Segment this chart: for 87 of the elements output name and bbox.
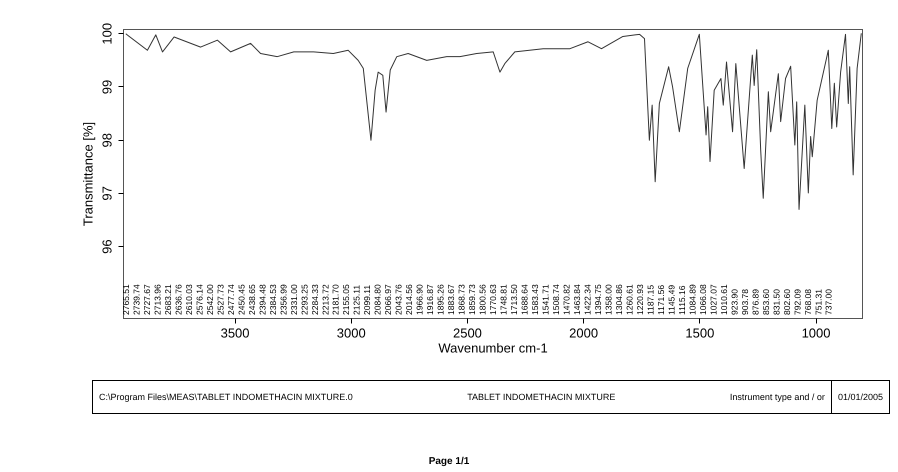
annotation: 2450.45 bbox=[236, 284, 246, 315]
annotation: 1463.84 bbox=[572, 284, 582, 315]
annotation: 802.60 bbox=[782, 288, 792, 315]
annotation: 2683.21 bbox=[162, 284, 173, 315]
annotation: 1868.73 bbox=[456, 284, 467, 315]
annotation: 2043.76 bbox=[394, 284, 404, 315]
annotation: 2066.97 bbox=[383, 284, 394, 315]
annotation: 1713.50 bbox=[509, 284, 520, 315]
x-tick-label: 2000 bbox=[569, 326, 598, 340]
y-tick-label: 97 bbox=[100, 186, 114, 201]
annotation: 2384.53 bbox=[268, 284, 278, 315]
y-tick-label: 100 bbox=[100, 22, 114, 45]
text: 01/01/2005 bbox=[836, 391, 884, 404]
annotation: 1220.93 bbox=[634, 284, 645, 315]
x-tick-label: 3500 bbox=[220, 326, 250, 340]
annotation: 2610.03 bbox=[184, 284, 194, 315]
text: Page 1/1 bbox=[428, 456, 470, 467]
annotation: 2125.11 bbox=[352, 284, 362, 315]
annotation: 1859.73 bbox=[467, 284, 478, 315]
text: TABLET INDOMETHACIN MIXTURE bbox=[467, 392, 616, 402]
annotation: 2084.80 bbox=[372, 284, 383, 315]
annotation: 2284.33 bbox=[310, 284, 320, 315]
annotation: 2181.70 bbox=[330, 284, 341, 315]
annotation: 1688.64 bbox=[520, 284, 530, 315]
annotation: 876.89 bbox=[750, 288, 760, 315]
annotation: 2477.74 bbox=[226, 284, 236, 315]
annotation: 2099.11 bbox=[362, 284, 372, 315]
annotation: 768.08 bbox=[802, 288, 813, 315]
annotation: 853.60 bbox=[760, 288, 771, 315]
y-axis-title: Transmittance [%] bbox=[80, 122, 96, 226]
annotation: 1916.87 bbox=[425, 284, 436, 315]
annotation: 1895.26 bbox=[436, 284, 446, 315]
annotation: 2765.51 bbox=[120, 284, 131, 315]
annotation: 751.31 bbox=[813, 288, 824, 315]
annotation: 1171.56 bbox=[656, 284, 666, 315]
annotation: 1966.90 bbox=[414, 284, 425, 315]
annotation: 923.90 bbox=[729, 288, 740, 315]
annotation: 2155.05 bbox=[341, 284, 352, 315]
annotation: 2713.96 bbox=[152, 284, 162, 315]
annotation: 792.09 bbox=[792, 288, 802, 315]
y-tick-label: 98 bbox=[100, 132, 114, 148]
annotation: 1800.56 bbox=[478, 284, 488, 315]
text: Instrument type and / or bbox=[730, 392, 825, 402]
annotation: 2356.99 bbox=[278, 284, 288, 315]
y-tick-label: 96 bbox=[100, 239, 114, 254]
line-series bbox=[125, 32, 862, 210]
text: C:\Program Files\MEAS\TABLET INDOMETHACIN MIXTURE.0 bbox=[99, 392, 353, 402]
x-tick-label: 2500 bbox=[452, 326, 482, 340]
x-axis-title: Wavenumber cm-1 bbox=[438, 340, 548, 356]
annotation: 1770.63 bbox=[488, 284, 498, 315]
annotation: 2542.00 bbox=[204, 284, 215, 315]
annotation: 2331.00 bbox=[288, 284, 299, 315]
annotation: 1470.82 bbox=[562, 284, 572, 315]
annotation: 1066.08 bbox=[698, 284, 708, 315]
annotation: 903.78 bbox=[740, 288, 750, 315]
annotation: 2727.67 bbox=[142, 284, 152, 315]
annotation: 2394.48 bbox=[257, 284, 268, 315]
annotation: 2293.25 bbox=[299, 284, 310, 315]
annotation: 831.50 bbox=[771, 288, 782, 315]
annotation: 1394.75 bbox=[592, 284, 603, 315]
annotation: 1027.07 bbox=[708, 284, 718, 315]
annotation: 2576.14 bbox=[194, 284, 204, 315]
annotation: 1358.00 bbox=[603, 284, 614, 315]
annotation: 1145.49 bbox=[666, 284, 676, 315]
annotation: 1508.74 bbox=[551, 284, 562, 315]
x-tick-label: 1000 bbox=[802, 326, 830, 340]
annotation: 1260.61 bbox=[624, 284, 634, 315]
annotation: 1304.86 bbox=[614, 284, 624, 315]
annotation: 2213.72 bbox=[320, 284, 330, 315]
annotation: 2636.76 bbox=[173, 284, 184, 315]
annotation: 2739.74 bbox=[131, 284, 142, 315]
annotation: 1422.34 bbox=[582, 284, 592, 315]
annotation: 737.00 bbox=[824, 288, 834, 315]
x-tick-label: 3000 bbox=[336, 326, 366, 340]
annotation: 1115.16 bbox=[676, 285, 687, 315]
annotation: 2014.56 bbox=[404, 284, 414, 315]
annotation: 1583.43 bbox=[530, 284, 540, 315]
x-tick-label: 1500 bbox=[685, 326, 714, 340]
annotation: 1084.89 bbox=[687, 284, 698, 315]
annotation: 1748.81 bbox=[498, 284, 509, 315]
y-tick-label: 99 bbox=[100, 80, 114, 94]
annotation: 2527.73 bbox=[215, 284, 226, 315]
annotation: 1541.71 bbox=[540, 284, 551, 315]
annotation: 1883.67 bbox=[446, 284, 456, 315]
annotation: 1187.15 bbox=[645, 284, 656, 315]
annotation: 1010.61 bbox=[718, 284, 729, 315]
annotation: 2438.65 bbox=[246, 284, 257, 315]
